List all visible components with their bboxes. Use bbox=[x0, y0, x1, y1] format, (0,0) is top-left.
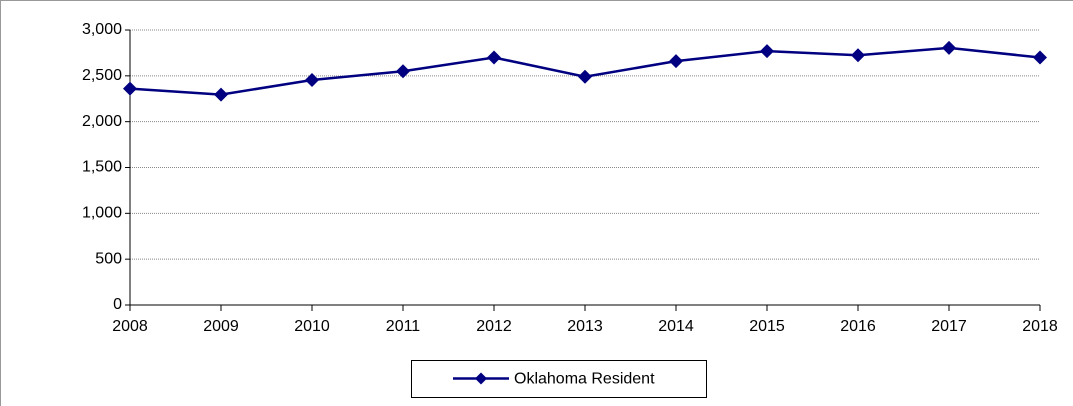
data-point bbox=[851, 48, 865, 63]
data-point bbox=[396, 64, 410, 79]
data-point bbox=[669, 54, 683, 69]
y-tick-label: 0 bbox=[113, 296, 122, 313]
x-tick-label: 2008 bbox=[112, 318, 148, 335]
y-tick-label: 2,000 bbox=[82, 113, 122, 130]
y-tick-label: 2,500 bbox=[82, 67, 122, 84]
x-tick-label: 2009 bbox=[203, 318, 239, 335]
x-tick-label: 2017 bbox=[931, 318, 967, 335]
data-point bbox=[123, 81, 137, 96]
x-tick-label: 2014 bbox=[658, 318, 694, 335]
y-tick-label: 500 bbox=[95, 250, 122, 267]
y-tick-label: 1,500 bbox=[82, 159, 122, 176]
y-tick-label: 1,000 bbox=[82, 205, 122, 222]
data-point bbox=[760, 44, 774, 59]
data-point bbox=[214, 87, 228, 102]
legend-label: Oklahoma Resident bbox=[514, 371, 655, 388]
legend-marker bbox=[475, 372, 487, 385]
x-tick-label: 2011 bbox=[386, 318, 421, 335]
x-tick-label: 2016 bbox=[840, 318, 876, 335]
data-point bbox=[305, 72, 319, 87]
x-tick-label: 2018 bbox=[1022, 318, 1058, 335]
y-tick-label: 3,000 bbox=[82, 21, 122, 38]
data-point bbox=[942, 40, 956, 55]
x-tick-label: 2013 bbox=[567, 318, 603, 335]
data-point bbox=[487, 50, 501, 65]
data-point bbox=[578, 69, 592, 84]
data-point bbox=[1033, 50, 1047, 65]
x-tick-label: 2012 bbox=[476, 318, 512, 335]
x-tick-label: 2010 bbox=[294, 318, 330, 335]
x-tick-label: 2015 bbox=[749, 318, 785, 335]
